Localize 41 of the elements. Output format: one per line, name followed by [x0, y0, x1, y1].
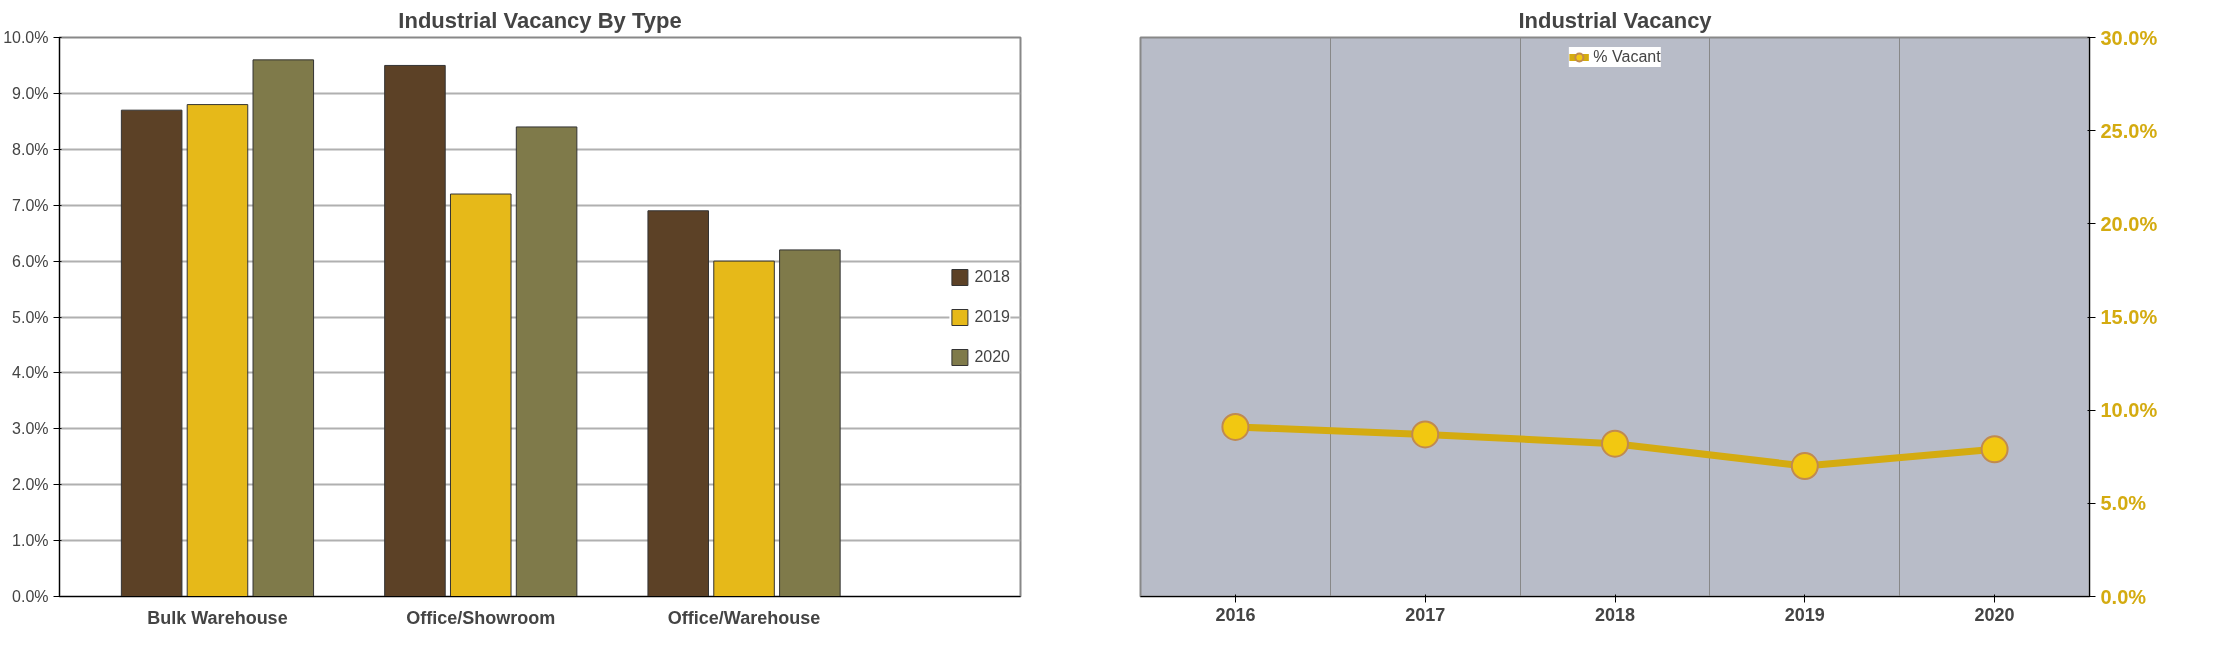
x-tick-label: 2017	[1405, 604, 1446, 625]
y-tick-label: 7.0%	[12, 196, 49, 214]
bar	[779, 249, 841, 597]
y2-tick-label: 0.0%	[2100, 585, 2147, 608]
y2-tick-label: 15.0%	[2100, 306, 2158, 328]
y-tick-label: 4.0%	[12, 364, 49, 382]
y-tick-label: 0.0%	[12, 588, 49, 605]
x-tick-label: 2020	[1974, 604, 2015, 625]
bar	[647, 210, 709, 597]
y2-tick-label: 10.0%	[2100, 399, 2158, 422]
bar	[384, 64, 446, 597]
y-tick-label: 5.0%	[12, 308, 49, 326]
y-tick-label: 2.0%	[12, 476, 49, 494]
y2-tick-label: 30.0%	[2100, 26, 2158, 49]
x-tick-label: Office/Warehouse	[667, 607, 821, 628]
y-tick-label: 6.0%	[12, 252, 49, 270]
x-tick-label: 2019	[1784, 604, 1825, 625]
legend-label: 2020	[974, 347, 1010, 366]
bar	[515, 126, 578, 597]
y-tick-label: 9.0%	[12, 84, 49, 102]
chart-title: Industrial Vacancy By Type	[398, 7, 682, 33]
y-tick-label: 1.0%	[12, 532, 49, 550]
bar	[713, 260, 775, 597]
y2-tick-label: 25.0%	[2100, 119, 2158, 142]
y-tick-label: 10.0%	[3, 29, 49, 46]
x-tick-label: Office/Showroom	[406, 607, 556, 628]
legend-label: % Vacant	[1593, 48, 1661, 66]
chart-title: Industrial Vacancy	[1518, 7, 1713, 33]
x-tick-label: 2016	[1215, 604, 1256, 625]
bar	[120, 109, 183, 597]
x-tick-label: Bulk Warehouse	[147, 607, 288, 628]
y2-tick-label: 5.0%	[2100, 492, 2147, 515]
y-tick-label: 3.0%	[12, 420, 49, 438]
x-tick-label: 2018	[1594, 604, 1636, 625]
bar	[186, 104, 249, 597]
legend-label: 2018	[974, 267, 1010, 286]
y-tick-label: 8.0%	[12, 140, 49, 158]
bar	[449, 193, 512, 597]
legend-label: 2019	[974, 307, 1010, 326]
y2-tick-label: 20.0%	[2100, 212, 2158, 235]
bar	[252, 59, 315, 597]
